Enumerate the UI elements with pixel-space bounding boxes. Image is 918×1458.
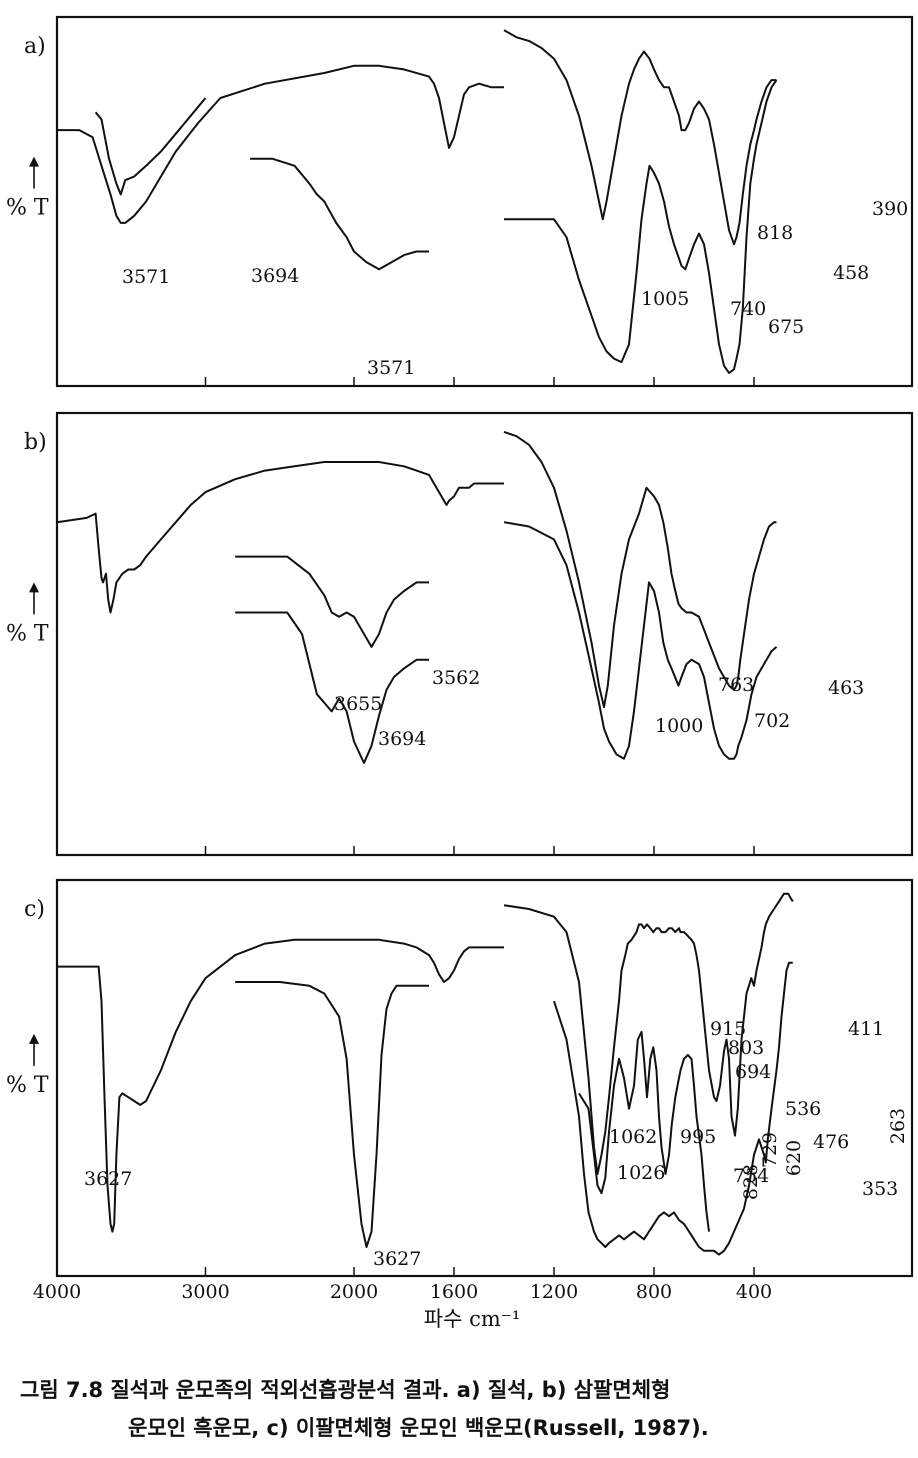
spectrum-curve-2 — [235, 981, 429, 1248]
peak-label: 1026 — [617, 1162, 665, 1184]
figure-caption-line-1: 그림 7.8 질석과 운모족의 적외선흡광분석 결과. a) 질석, b) 삼팔… — [20, 1378, 671, 1402]
spectrum-curve-2 — [235, 555, 429, 648]
peak-label: 754 — [733, 1165, 769, 1187]
peak-label: 620 — [783, 1140, 805, 1176]
x-tick-label: 800 — [636, 1281, 672, 1303]
x-axis: 4000 3000 2000 1600 1200 800 400 — [33, 1281, 772, 1303]
y-axis-arrow-head — [29, 156, 39, 167]
peak-label: 390 — [872, 198, 908, 220]
spectrum-curve-1 — [57, 64, 504, 224]
peak-label: 3627 — [84, 1168, 132, 1190]
peak-label: 458 — [833, 262, 869, 284]
peak-label: 803 — [728, 1037, 764, 1059]
y-axis-arrow-head — [29, 1033, 39, 1044]
spectrum-curve-4 — [503, 430, 777, 709]
spectrum-curve-4 — [503, 29, 777, 246]
peak-label: 3655 — [334, 693, 382, 715]
peak-label: 675 — [768, 316, 804, 338]
y-axis-label: % T — [6, 1073, 49, 1098]
y-axis-arrow-head — [29, 582, 39, 593]
peak-label: 995 — [680, 1126, 716, 1148]
peak-label: 3571 — [367, 357, 415, 379]
spectrum-curve-3 — [235, 611, 429, 764]
spectrum-curve-5 — [553, 961, 793, 1256]
panel-label: c) — [24, 897, 45, 922]
panel-frame — [55, 15, 914, 388]
spectrum-curve-5 — [503, 521, 778, 760]
spectrum-curve-3 — [503, 892, 794, 1175]
peak-label: 3694 — [378, 728, 426, 750]
peak-label: 3571 — [122, 266, 170, 288]
peak-label: 740 — [730, 298, 766, 320]
peak-label: 828 — [740, 1164, 762, 1200]
peak-label: 818 — [757, 222, 793, 244]
spectrum-curve-3 — [250, 157, 429, 271]
x-axis-label: 파수 cm⁻¹ — [424, 1307, 521, 1331]
peak-label: 702 — [754, 710, 790, 732]
spectrum-curve-2 — [94, 97, 207, 196]
peak-label: 1062 — [609, 1126, 657, 1148]
peak-label: 915 — [710, 1018, 746, 1040]
x-tick-label: 3000 — [181, 1281, 229, 1303]
peak-label: 3694 — [251, 265, 299, 287]
peak-label: 3562 — [432, 667, 480, 689]
figure-caption-line-2: 운모인 흑운모, c) 이팔면체형 운모인 백운모(Russell, 1987)… — [128, 1416, 709, 1440]
panel-label: a) — [24, 34, 46, 59]
peak-label: 729 — [759, 1132, 781, 1168]
peak-label: 1005 — [641, 288, 689, 310]
peak-label: 411 — [848, 1018, 884, 1040]
peak-label: 1000 — [655, 715, 703, 737]
x-tick-label: 400 — [736, 1281, 772, 1303]
spectrum-curve-1 — [56, 461, 504, 614]
x-tick-label: 1200 — [530, 1281, 578, 1303]
peak-label: 3627 — [373, 1248, 421, 1270]
peak-label: 763 — [718, 674, 754, 696]
panel-frame — [55, 411, 914, 857]
x-tick-label: 1600 — [430, 1281, 478, 1303]
spectrum-curve-4 — [578, 1030, 710, 1232]
panel-frame — [55, 878, 914, 1278]
spectrum-curve-5 — [504, 79, 778, 374]
y-axis-label: % T — [6, 621, 49, 646]
spectrum-curve-1 — [57, 938, 504, 1233]
peak-label: 694 — [735, 1061, 771, 1083]
x-tick-label: 2000 — [330, 1281, 378, 1303]
peak-label: 476 — [813, 1131, 849, 1153]
peak-label: 353 — [862, 1178, 898, 1200]
x-tick-label: 4000 — [33, 1281, 81, 1303]
peak-label: 536 — [785, 1098, 821, 1120]
peak-label: 263 — [887, 1108, 909, 1144]
panel-label: b) — [24, 430, 47, 455]
peak-label: 463 — [828, 677, 864, 699]
y-axis-label: % T — [6, 196, 49, 221]
